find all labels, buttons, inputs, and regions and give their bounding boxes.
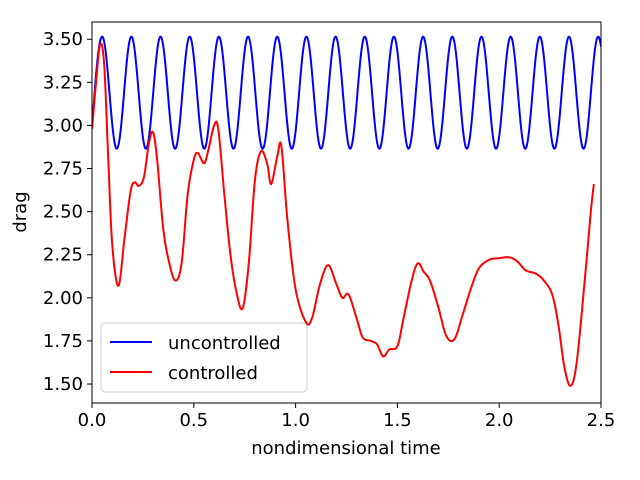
x-tick-label: 2.5 — [587, 410, 616, 431]
y-tick-label: 3.25 — [43, 72, 83, 93]
plot-frame — [91, 21, 602, 404]
legend: uncontrolled controlled — [100, 322, 308, 393]
y-tick-label: 2.50 — [43, 202, 83, 223]
y-tick-label: 1.50 — [43, 374, 83, 395]
y-tick-label: 1.75 — [43, 331, 83, 352]
y-tick-label: 2.00 — [43, 288, 83, 309]
y-tick-label: 3.00 — [43, 115, 83, 136]
x-tick-label: 0.5 — [179, 410, 208, 431]
legend-label-controlled: controlled — [168, 363, 258, 384]
y-tick-label: 2.25 — [43, 245, 83, 266]
x-axis: 0.0 0.5 1.0 1.5 2.0 2.5 — [78, 403, 616, 431]
x-axis-label: nondimensional time — [251, 438, 441, 459]
y-tick-label: 2.75 — [43, 159, 83, 180]
y-axis: 1.50 1.75 2.00 2.25 2.50 2.75 3.00 3.25 3.50 — [43, 29, 92, 395]
x-tick-label: 2.0 — [485, 410, 514, 431]
series-line-uncontrolled — [92, 35, 601, 150]
legend-box — [100, 322, 308, 393]
x-tick-label: 1.0 — [281, 410, 310, 431]
x-tick-label: 1.5 — [383, 410, 412, 431]
y-axis-label: drag — [10, 191, 31, 232]
x-tick-label: 0.0 — [78, 410, 107, 431]
y-tick-label: 3.50 — [43, 29, 83, 50]
series-line-controlled — [92, 42, 595, 387]
series-layer — [92, 35, 601, 387]
legend-label-uncontrolled: uncontrolled — [168, 333, 281, 354]
